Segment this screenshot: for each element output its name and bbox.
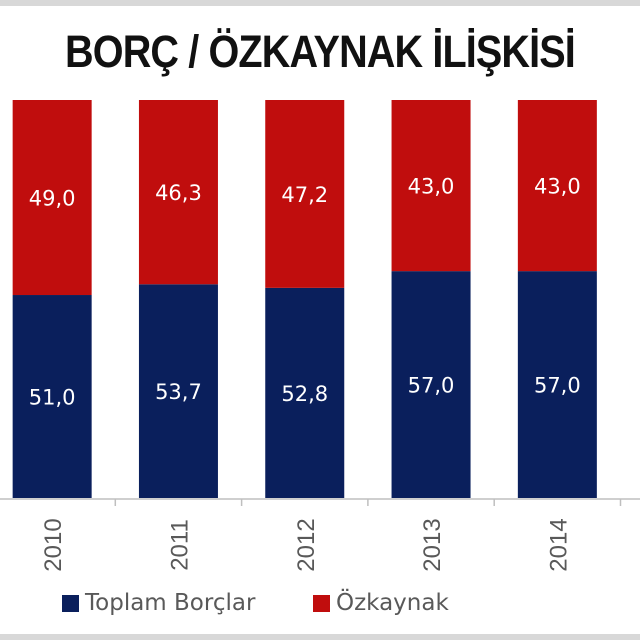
bar-toplam-borclar-2010 — [12, 295, 92, 498]
data-label: 52,8 — [281, 382, 328, 406]
legend: Toplam Borçlar Özkaynak — [0, 590, 640, 624]
x-tick-label: 2014 — [545, 518, 572, 571]
x-tick-label: 2010 — [40, 518, 67, 571]
data-label: 43,0 — [534, 175, 581, 199]
legend-label: Toplam Borçlar — [85, 590, 256, 616]
data-label: 57,0 — [534, 374, 581, 398]
bar-ozkaynak-2011 — [138, 100, 218, 285]
legend-item-ozkaynak: Özkaynak — [313, 590, 449, 616]
chart-title: BORÇ / ÖZKAYNAK İLİŞKİSİ — [65, 26, 576, 77]
data-label: 47,2 — [281, 183, 328, 207]
legend-item-toplam-borclar: Toplam Borçlar — [62, 590, 255, 616]
data-label: 57,0 — [408, 374, 455, 398]
x-tick-label: 2011 — [166, 519, 193, 571]
data-label: 53,7 — [155, 380, 202, 404]
bottom-band — [0, 634, 640, 640]
legend-label: Özkaynak — [336, 590, 449, 616]
legend-swatch-ozkaynak — [313, 594, 330, 612]
x-tick-label: 2012 — [293, 518, 320, 571]
bar-ozkaynak-2014 — [517, 100, 597, 272]
data-label: 51,0 — [29, 386, 76, 410]
data-label: 46,3 — [155, 181, 202, 205]
bar-ozkaynak-2010 — [12, 100, 92, 296]
bar-ozkaynak-2013 — [391, 100, 471, 272]
bar-toplam-borclar-2014 — [517, 271, 597, 498]
data-label: 43,0 — [408, 175, 455, 199]
bar-toplam-borclar-2012 — [265, 287, 345, 498]
legend-swatch-toplam-borclar — [62, 594, 79, 612]
bar-ozkaynak-2012 — [265, 100, 345, 288]
data-label: 49,0 — [29, 187, 76, 211]
top-band — [0, 0, 640, 6]
bar-toplam-borclar-2013 — [391, 271, 471, 498]
bar-toplam-borclar-2011 — [138, 284, 218, 498]
x-tick-label: 2013 — [419, 518, 446, 571]
